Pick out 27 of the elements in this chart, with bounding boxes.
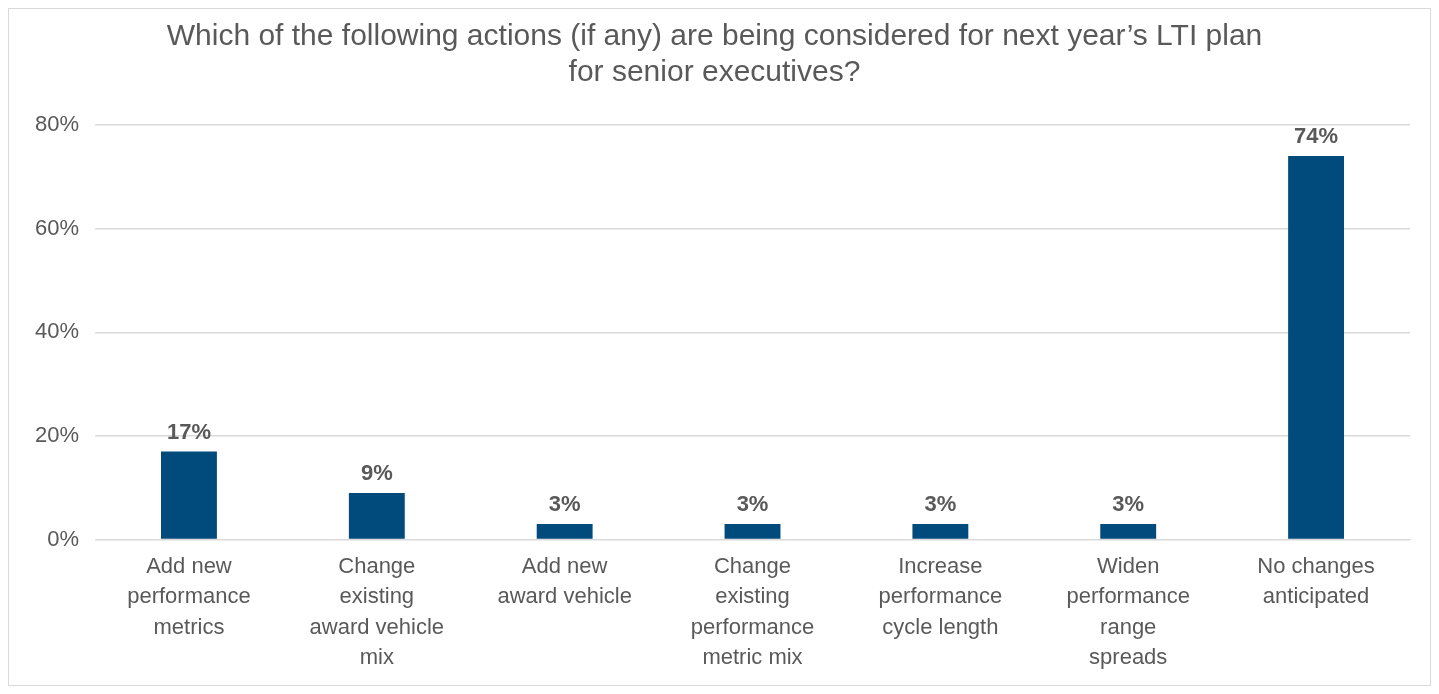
bar (161, 451, 217, 539)
bar (724, 524, 781, 539)
data-label: 3% (1112, 491, 1145, 517)
bar (1288, 156, 1345, 539)
x-tick-label: Add new performance metrics (127, 552, 251, 639)
bar (348, 492, 405, 539)
data-label: 3% (924, 491, 957, 517)
chart-title: Which of the following actions (if any) are being considered for next year’s LTI plan for senior executives? (166, 18, 1263, 88)
x-tick-label: Change existing performance metric mix (690, 552, 815, 669)
x-tick-label: Increase performance cycle length (878, 552, 1003, 639)
y-tick-label: 60% (34, 214, 80, 240)
data-label: 17% (166, 418, 211, 444)
bar (912, 524, 969, 539)
data-label: 9% (360, 459, 393, 485)
data-label: 3% (736, 491, 769, 517)
x-tick-label: Widen performance range spreads (1066, 552, 1190, 669)
y-tick-label: 40% (34, 318, 80, 344)
x-tick-label: Add new award vehicle (497, 552, 632, 609)
y-tick-label: 80% (34, 111, 80, 137)
x-tick-label: Change existing award vehicle mix (309, 552, 445, 669)
data-label: 74% (1294, 123, 1339, 149)
y-tick-label: 0% (47, 525, 80, 551)
bar (536, 524, 593, 539)
bar (1100, 524, 1157, 539)
data-label: 3% (548, 491, 581, 517)
x-tick-label: No changes anticipated (1257, 552, 1375, 609)
y-tick-label: 20% (34, 421, 80, 447)
